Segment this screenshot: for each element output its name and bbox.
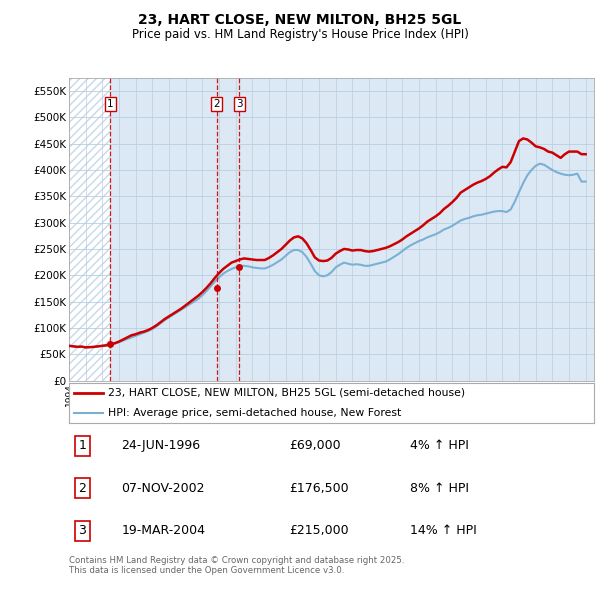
- Text: 24-JUN-1996: 24-JUN-1996: [121, 440, 200, 453]
- Text: 2: 2: [213, 99, 220, 109]
- Text: 3: 3: [78, 524, 86, 537]
- Text: £215,000: £215,000: [290, 524, 349, 537]
- Text: 1: 1: [107, 99, 113, 109]
- Text: 4% ↑ HPI: 4% ↑ HPI: [410, 440, 469, 453]
- Text: 2: 2: [78, 481, 86, 495]
- Text: 23, HART CLOSE, NEW MILTON, BH25 5GL (semi-detached house): 23, HART CLOSE, NEW MILTON, BH25 5GL (se…: [109, 388, 466, 398]
- Text: 8% ↑ HPI: 8% ↑ HPI: [410, 481, 469, 495]
- Bar: [69, 78, 110, 381]
- Text: 14% ↑ HPI: 14% ↑ HPI: [410, 524, 477, 537]
- Text: £69,000: £69,000: [290, 440, 341, 453]
- Text: 3: 3: [236, 99, 242, 109]
- Text: Price paid vs. HM Land Registry's House Price Index (HPI): Price paid vs. HM Land Registry's House …: [131, 28, 469, 41]
- Text: £176,500: £176,500: [290, 481, 349, 495]
- Text: Contains HM Land Registry data © Crown copyright and database right 2025.
This d: Contains HM Land Registry data © Crown c…: [69, 556, 404, 575]
- Text: 23, HART CLOSE, NEW MILTON, BH25 5GL: 23, HART CLOSE, NEW MILTON, BH25 5GL: [139, 12, 461, 27]
- Text: 19-MAR-2004: 19-MAR-2004: [121, 524, 205, 537]
- Text: 1: 1: [78, 440, 86, 453]
- Text: HPI: Average price, semi-detached house, New Forest: HPI: Average price, semi-detached house,…: [109, 408, 401, 418]
- Text: 07-NOV-2002: 07-NOV-2002: [121, 481, 205, 495]
